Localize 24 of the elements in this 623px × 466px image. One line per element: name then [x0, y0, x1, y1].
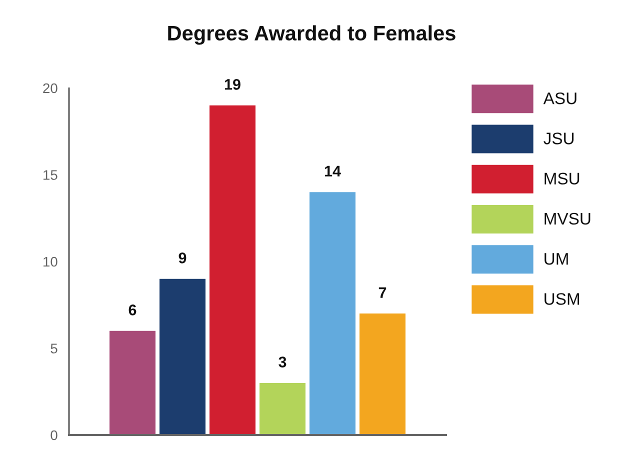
y-tick-label: 0	[50, 430, 58, 440]
data-label: 19	[224, 79, 240, 90]
bar	[110, 330, 156, 435]
y-tick-label: 15	[44, 170, 58, 180]
legend-label: ASU	[543, 92, 576, 104]
data-label: 6	[128, 304, 136, 316]
bar	[360, 314, 406, 435]
bar	[210, 105, 256, 435]
bar	[260, 382, 306, 435]
legend-label: UM	[544, 253, 568, 265]
legend-label: MVSU	[544, 212, 590, 225]
bar	[310, 192, 356, 435]
bar	[160, 278, 206, 435]
legend-label: USM	[544, 293, 579, 305]
data-label: 14	[324, 166, 341, 176]
y-tick-label: 5	[50, 344, 58, 354]
y-tick-label: 20	[43, 83, 58, 94]
chart-title: Degrees Awarded to Females	[168, 25, 456, 45]
legend-label: MSU	[544, 172, 580, 184]
y-tick-label: 10	[44, 256, 58, 267]
data-label: 3	[278, 356, 286, 368]
data-label: 7	[378, 287, 386, 298]
legend-label: JSU	[544, 132, 574, 144]
data-label: 9	[178, 252, 186, 264]
